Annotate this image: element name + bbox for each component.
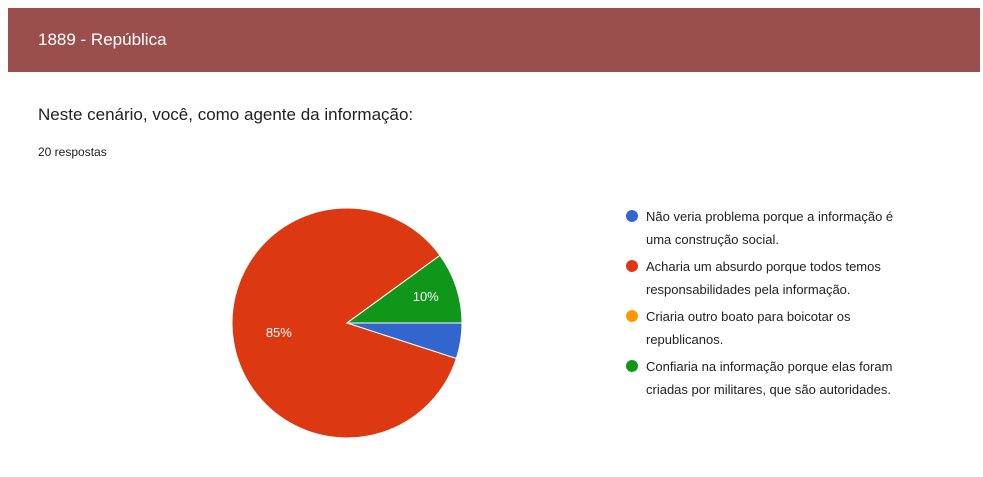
legend-item: Confiaria na informação porque elas fora… [626, 355, 906, 401]
legend-swatch [626, 210, 638, 222]
legend-label: Criaria outro boato para boicotar os rep… [646, 309, 851, 347]
legend-item: Não veria problema porque a informação é… [626, 205, 906, 251]
legend-swatch [626, 360, 638, 372]
legend-label: Acharia um absurdo porque todos temos re… [646, 259, 881, 297]
pie-slice [345, 254, 463, 324]
legend-item: Criaria outro boato para boicotar os rep… [626, 305, 906, 351]
legend-label: Não veria problema porque a informação é… [646, 209, 894, 247]
slice-label: 10% [413, 289, 439, 304]
legend-label: Confiaria na informação porque elas fora… [646, 359, 893, 397]
legend-swatch [626, 310, 638, 322]
slice-label: 85% [266, 325, 292, 340]
chart-subtitle: 20 respostas [38, 145, 107, 159]
legend-swatch [626, 260, 638, 272]
legend: Não veria problema porque a informação é… [626, 205, 906, 405]
legend-item: Acharia um absurdo porque todos temos re… [626, 255, 906, 301]
section-header: 1889 - República [8, 8, 980, 72]
pie-slice [231, 207, 458, 439]
chart-title: Neste cenário, você, como agente da info… [38, 105, 414, 124]
